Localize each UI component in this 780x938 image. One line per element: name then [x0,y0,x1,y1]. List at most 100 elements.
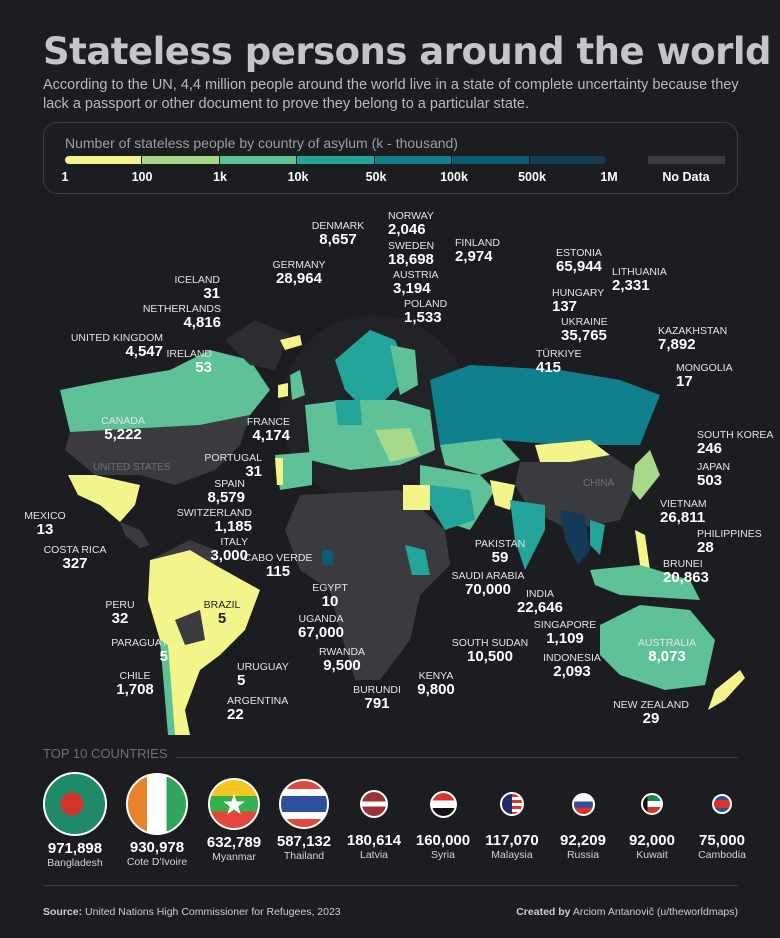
country-cote-divoire [322,550,333,565]
label-germany: GERMANY 28,964 [272,259,326,287]
legend-swatch [297,156,374,164]
label-mongolia: MONGOLIA 17 [676,362,733,390]
label-sweden: SWEDEN 18,698 [388,240,435,268]
map-shapes [60,315,745,735]
country-indonesia-malaysia [590,565,700,600]
country-mexico [68,475,140,522]
legend-tick: 500k [518,170,546,184]
country-india [510,500,545,570]
thailand-flag-icon [279,779,329,829]
label-australia: AUSTRALIA 8,073 [637,637,697,665]
label-united-states: UNITED STATES [93,462,171,473]
top10-value: 180,614 [346,832,402,849]
country-russia [430,365,660,445]
subtitle: According to the UN, 4,4 million people … [43,77,739,112]
russia-flag-icon [571,793,595,816]
label-denmark: DENMARK 8,657 [311,220,365,248]
legend: Number of stateless people by country of… [43,122,738,194]
top10-item: 75,000 Cambodia [684,770,760,861]
label-india: INDIA 22,646 [517,588,563,616]
label-china: CHINA [583,478,615,489]
label-philippines: PHILIPPINES 28 [697,528,762,556]
credit-note: Created by Arciom Antanovič (u/theworldm… [516,906,738,918]
label-austria: AUSTRIA 3,194 [393,269,439,297]
top10-value: 971,898 [47,840,103,857]
label-turkiye: TÜRKIYE 415 [536,348,582,376]
country-vietnam [590,520,605,555]
label-cabo-verde: CABO VERDE 115 [243,552,313,580]
malaysia-flag-icon [500,792,524,816]
country-balkans [375,428,420,462]
label-argentina: ARGENTINA 22 [227,695,289,723]
country-iberia [275,452,312,490]
syria-flag-icon [429,791,457,818]
top10-value: 75,000 [699,832,745,849]
country-ireland [278,383,288,398]
top10-value: 117,070 [485,832,539,849]
legend-no-data-swatch [648,156,725,164]
top10-item: 92,000 Kuwait [614,770,690,861]
country-australia [600,605,715,690]
country-united-states [65,415,250,485]
country-china [515,455,640,530]
legend-no-data-label: No Data [662,170,710,184]
label-estonia: ESTONIA 65,944 [556,247,602,275]
label-norway: NORWAY 2,046 [388,210,434,238]
country-venezuela-colombia [150,540,215,565]
label-singapore: SINGAPORE 1,109 [533,619,597,647]
top10-country: Bangladesh [47,857,103,869]
label-paraguay: PARAGUAY 5 [111,637,168,665]
legend-color-scale [65,156,606,164]
top10-value: 160,000 [415,832,471,849]
legend-swatch [529,156,606,164]
country-myanmar-thailand [560,510,590,565]
top10-country: Myanmar [212,851,256,863]
legend-tick: 1k [213,170,227,184]
source-note: Source: United Nations High Commissioner… [43,906,341,918]
top10-value: 92,209 [560,832,606,849]
latvia-flag-icon [360,790,388,818]
country-africa [285,490,450,680]
page-title: Stateless persons around the world [43,30,772,73]
top10-item: 930,978 Cote D'Ivoire [119,770,195,868]
kuwait-flag-icon [641,793,663,815]
label-japan: JAPAN 503 [697,461,731,489]
country-canada [60,350,270,432]
label-indonesia: INDONESIA 2,093 [543,652,601,680]
legend-swatch [374,156,452,164]
legend-swatch [142,156,219,164]
country-greenland [225,320,290,370]
label-hungary: HUNGARY 137 [552,287,605,315]
label-saudi-arabia: SAUDI ARABIA 70,000 [451,570,525,598]
label-rwanda: RWANDA 9,500 [318,646,366,674]
top10-item: ★ 632,789 Myanmar [196,770,272,863]
top10-country: Latvia [359,849,389,861]
label-italy: ITALY 3,000 [210,536,248,564]
label-uk: UNITED KINGDOM 4,547 [70,332,163,360]
legend-swatch [65,156,142,164]
label-lithuania: LITHUANIA 2,331 [612,266,667,294]
label-mexico: MEXICO 13 [24,510,66,538]
top10-country: Cote D'Ivoire [126,856,188,868]
label-new-zealand: NEW ZEALAND 29 [613,699,689,727]
top10-item: 92,209 Russia [545,770,621,861]
country-kazakhstan [440,438,520,475]
country-uk [290,370,305,400]
label-canada: CANADA 5,222 [101,415,145,443]
label-iceland: ICELAND 31 [174,274,220,302]
country-new-zealand [708,670,745,710]
label-poland: POLAND 1,533 [404,298,448,326]
legend-tick: 100 [131,170,153,184]
legend-swatch [219,156,297,164]
label-finland: FINLAND 2,974 [455,237,500,265]
top10-value: 587,132 [276,833,332,850]
country-east-africa [405,545,430,575]
label-egypt: EGYPT 10 [312,582,348,610]
country-finland [390,345,418,395]
label-peru: PERU 32 [105,599,135,627]
country-portugal [275,458,283,485]
legend-tick: 10k [287,170,309,184]
label-south-korea: SOUTH KOREA 246 [697,429,774,457]
country-brazil-region [148,550,260,735]
legend-swatch [452,156,529,164]
